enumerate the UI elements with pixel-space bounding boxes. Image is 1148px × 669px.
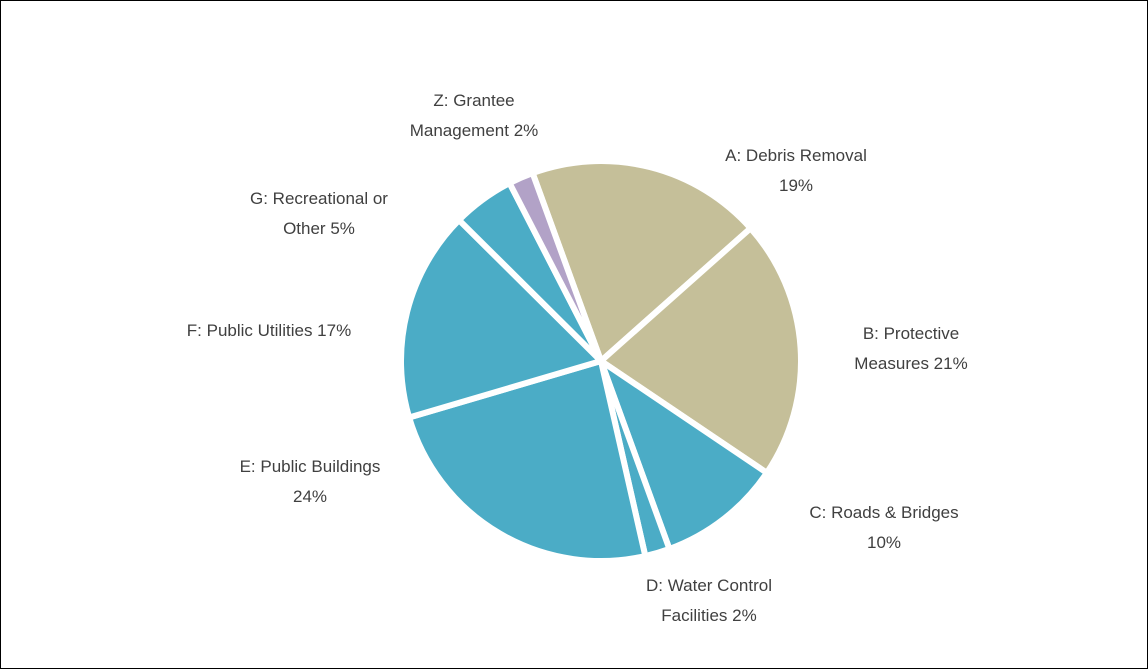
value-label: 2% (732, 606, 757, 625)
pie-slice (398, 217, 604, 421)
data-label: E: Public Buildings 24% (225, 452, 395, 512)
data-label: B: Protective Measures 21% (841, 319, 981, 379)
category-label: C: Roads & Bridges (809, 503, 959, 522)
pie-slice (506, 170, 604, 364)
value-label: 17% (317, 321, 352, 340)
value-label: 24% (292, 487, 328, 506)
pie-slice (529, 158, 754, 364)
category-label: A: Debris Removal (725, 146, 867, 165)
value-label: 2% (513, 121, 539, 140)
data-label: Z: Grantee Management 2% (392, 86, 557, 146)
value-label: 21% (933, 354, 968, 373)
category-label: E: Public Buildings (239, 457, 381, 476)
value-label: 5% (330, 219, 355, 238)
data-label: D: Water Control Facilities 2% (629, 571, 789, 631)
pie-slice (598, 358, 770, 552)
category-label: G: Recreational or Other (250, 189, 388, 238)
data-label: F: Public Utilities 17% (184, 316, 354, 346)
pie-slice (406, 358, 649, 564)
category-label: D: Water Control Facilities (646, 576, 772, 625)
category-label: Z: Grantee Management (409, 91, 515, 140)
data-label: C: Roads & Bridges 10% (799, 498, 969, 558)
value-label: 19% (778, 176, 814, 195)
category-label: B: Protective Measures (854, 324, 960, 373)
value-label: 10% (866, 533, 902, 552)
data-label: G: Recreational or Other 5% (229, 184, 409, 244)
category-label: F: Public Utilities (186, 321, 313, 340)
data-label: A: Debris Removal 19% (716, 141, 876, 201)
pie-slice (598, 225, 804, 476)
